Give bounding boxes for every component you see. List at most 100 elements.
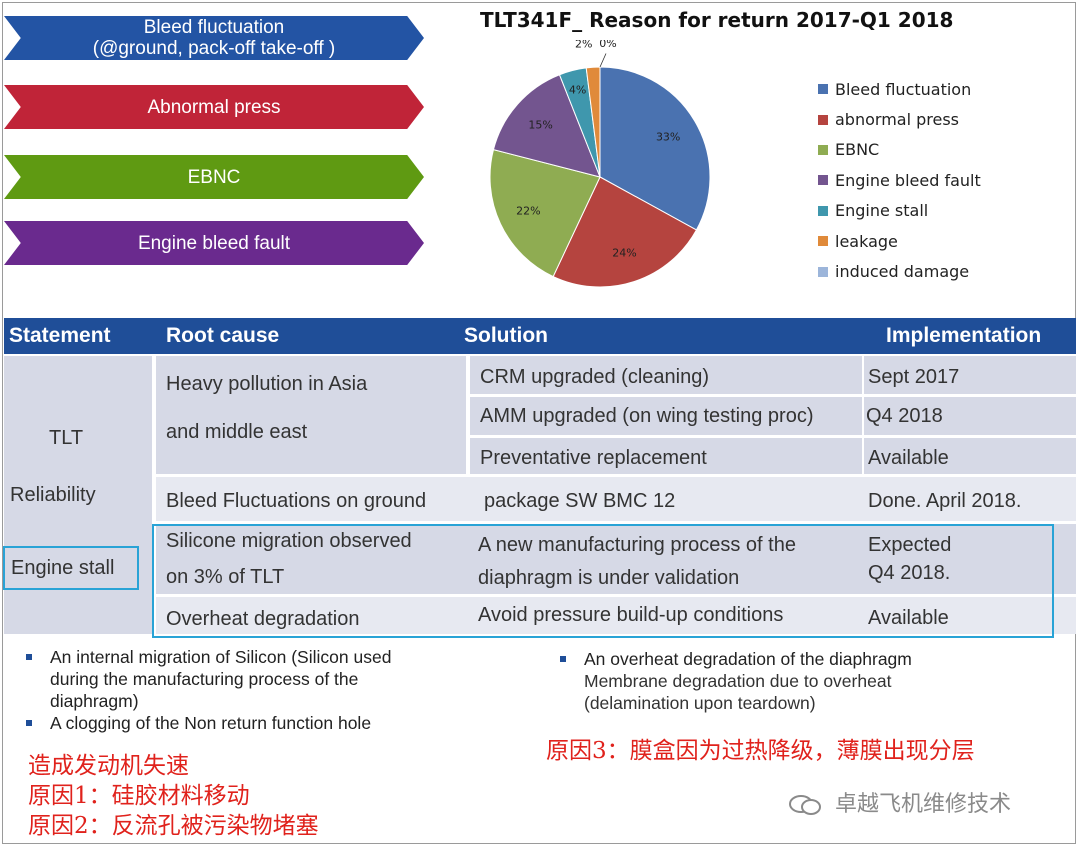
note-sub-text: (delamination upon teardown): [584, 693, 816, 713]
note-text: A clogging of the Non return function ho…: [50, 713, 372, 733]
legend-swatch: [818, 114, 828, 125]
row3-cause-b: on 3% of TLT: [166, 566, 285, 588]
arrow-label-line1: Bleed fluctuation: [143, 17, 285, 38]
row1-impl-cell-3: [864, 438, 1076, 474]
watermark: 卓越飞机维修技术: [788, 786, 1011, 818]
arrow-label: Abnormal press: [147, 96, 281, 118]
note-text: An overheat degradation of the diaphragm: [584, 649, 912, 669]
legend-label: leakage: [835, 231, 898, 251]
legend-swatch: [818, 144, 828, 155]
statement-engine-stall: Engine stall: [11, 557, 115, 579]
row1-solution-cell-2: [470, 397, 862, 435]
legend-item: abnormal press: [818, 104, 981, 134]
pie-slice-leakage: [585, 66, 601, 178]
row1-cause-b: and middle east: [166, 421, 308, 443]
row4-cause: Overheat degradation: [166, 608, 360, 630]
legend-item: Engine bleed fault: [818, 165, 981, 195]
row1-solution-cell-1: [470, 356, 862, 394]
note-bullet-right: An overheat degradation of the diaphragm…: [556, 648, 1026, 714]
notes-right: An overheat degradation of the diaphragm…: [556, 648, 1026, 714]
row2-cell: [156, 477, 1076, 521]
note-text: An internal migration of Silicon (Silico…: [50, 647, 392, 667]
notes-left: An internal migration of Silicon (Silico…: [22, 646, 492, 734]
row3-cause-a: Silicone migration observed: [166, 530, 412, 552]
statement-tlt: TLT: [49, 427, 84, 449]
row2-cause: Bleed Fluctuations on ground: [166, 490, 427, 512]
chart-legend: Bleed fluctuation abnormal press EBNC Engin…: [818, 74, 981, 287]
row1-impl-2: Q4 2018: [866, 405, 943, 427]
arrow-label: EBNC: [187, 166, 241, 188]
header-implementation: Implementation: [886, 324, 1042, 347]
pie-slice-abnormal-press: [552, 176, 698, 288]
row1-solution-1: CRM upgraded (cleaning): [480, 366, 710, 388]
row1-cause-a: Heavy pollution in Asia: [166, 373, 368, 395]
legend-item: Engine stall: [818, 196, 981, 226]
pie-label-engine-stall: 4%: [569, 84, 586, 97]
arrow-engine-bleed-fault: Engine bleed fault: [4, 221, 424, 265]
row1-solution-cell-3: [470, 438, 862, 474]
note-sub-text: Membrane degradation due to overheat: [584, 671, 892, 691]
row3-solution-a: A new manufacturing process of the: [478, 534, 796, 556]
wechat-icon: [789, 795, 821, 815]
legend-item: leakage: [818, 226, 981, 256]
pie-label-engine-bleed-fault: 15%: [528, 119, 552, 132]
note-bullet-2: A clogging of the Non return function ho…: [22, 712, 492, 734]
cn-reason-2: 原因2：反流孔被污染物堵塞: [28, 813, 319, 839]
legend-swatch: [818, 236, 828, 247]
legend-item: Bleed fluctuation: [818, 74, 981, 104]
arrow-bleed-fluctuation: Bleed fluctuation (@ground, pack-off tak…: [4, 16, 424, 60]
pie-label-induced-damage: 0%: [599, 40, 616, 50]
pie-label-abnormal-press: 24%: [612, 246, 636, 259]
arrow-label-line2: (@ground, pack-off take-off ): [92, 38, 336, 59]
header-statement: Statement: [9, 324, 111, 347]
pie-slice-bleed-fluctuation: [599, 66, 711, 231]
legend-label: Engine stall: [835, 201, 929, 221]
row1-impl-cell-1: [864, 356, 1076, 394]
pie-label-ebnc: 22%: [516, 205, 540, 218]
row3-solution-b: diaphragm is under validation: [478, 567, 740, 589]
legend-swatch: [818, 205, 828, 216]
arrow-abnormal-press: Abnormal press: [4, 85, 424, 129]
note-bullet-1: An internal migration of Silicon (Silico…: [22, 646, 492, 712]
legend-label: abnormal press: [835, 110, 960, 130]
note-text: diaphragm): [50, 691, 139, 711]
engine-stall-highlight: [3, 546, 139, 590]
cn-reason-3: 原因3：膜盒因为过热降级，薄膜出现分层: [546, 738, 975, 764]
table-header: Statement Root cause Solution Implementa…: [4, 318, 1076, 354]
cn-engine-stall: 造成发动机失速: [28, 753, 189, 779]
legend-swatch: [818, 266, 828, 277]
chart-title: TLT341F_ Reason for return 2017-Q1 2018: [480, 8, 954, 32]
legend-swatch: [818, 84, 828, 95]
legend-swatch: [818, 175, 828, 186]
legend-label: EBNC: [835, 140, 880, 160]
row1-solution-3: Preventative replacement: [480, 447, 707, 469]
legend-label: Bleed fluctuation: [835, 79, 972, 99]
arrow-label: Engine bleed fault: [137, 232, 291, 254]
engine-stall-rows-highlight: [152, 524, 1054, 638]
pie-label-bleed-fluctuation: 33%: [656, 131, 680, 144]
row3-impl-b: Q4 2018.: [868, 562, 951, 584]
legend-item: EBNC: [818, 135, 981, 165]
row4-cell: [156, 597, 1076, 634]
legend-label: induced damage: [835, 262, 970, 282]
watermark-text: 卓越飞机维修技术: [835, 792, 1012, 817]
row4-solution: Avoid pressure build-up conditions: [478, 604, 784, 626]
statement-cell: [4, 356, 152, 634]
row2-impl: Done. April 2018.: [868, 490, 1022, 512]
row4-impl: Available: [868, 607, 949, 629]
cn-reason-1: 原因1：硅胶材料移动: [28, 783, 250, 809]
pie-slice-engine-bleed-fault: [492, 74, 601, 178]
row2-solution: package SW BMC 12: [484, 490, 676, 512]
arrow-ebnc: EBNC: [4, 155, 424, 199]
note-text: during the manufacturing process of the: [50, 669, 359, 689]
row3-cell: [156, 524, 1076, 594]
pie-label-leakage: 2%: [575, 40, 592, 50]
legend-item: induced damage: [818, 256, 981, 286]
row1-impl-cell-2: [864, 397, 1076, 435]
row1-solution-2: AMM upgraded (on wing testing proc): [480, 405, 814, 427]
row3-impl-a: Expected: [868, 534, 952, 556]
pie-slice-ebnc: [489, 149, 601, 278]
pie-leader-line: [599, 53, 607, 68]
statement-reliability: Reliability: [10, 484, 96, 506]
header-solution: Solution: [464, 324, 548, 347]
